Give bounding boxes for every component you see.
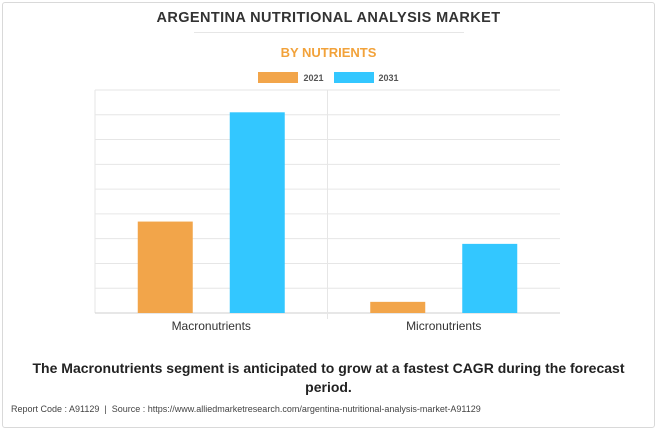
legend-label-2021: 2021	[303, 72, 324, 83]
legend-item-2031[interactable]: 2031	[333, 72, 399, 83]
footer: Report Code : A91129 | Source : https://ww…	[11, 404, 651, 414]
bar-chart: Macronutrients Micronutrients	[94, 89, 560, 333]
x-tick-label: Micronutrients	[406, 319, 481, 333]
report-code: Report Code : A91129	[11, 404, 100, 414]
chart-subtitle: BY NUTRIENTS	[280, 45, 377, 60]
source-link[interactable]: Source : https://www.alliedmarketresearc…	[111, 404, 481, 414]
chart-caption: The Macronutrients segment is anticipate…	[32, 360, 625, 395]
bar-micronutrients-2021	[370, 301, 426, 313]
bar-macronutrients-2031	[229, 112, 285, 313]
chart-title: ARGENTINA NUTRITIONAL ANALYSIS MARKET	[156, 10, 501, 26]
legend-swatch-2021	[258, 72, 299, 83]
legend-label-2031: 2031	[378, 72, 399, 83]
legend: 2021 2031	[0, 72, 657, 83]
bar-macronutrients-2021	[137, 221, 193, 313]
title-divider	[194, 32, 464, 33]
bar-micronutrients-2031	[462, 243, 518, 313]
footer-separator: |	[104, 404, 107, 414]
legend-item-2021[interactable]: 2021	[258, 72, 324, 83]
legend-swatch-2031	[333, 72, 374, 83]
x-tick-label: Macronutrients	[172, 319, 251, 333]
